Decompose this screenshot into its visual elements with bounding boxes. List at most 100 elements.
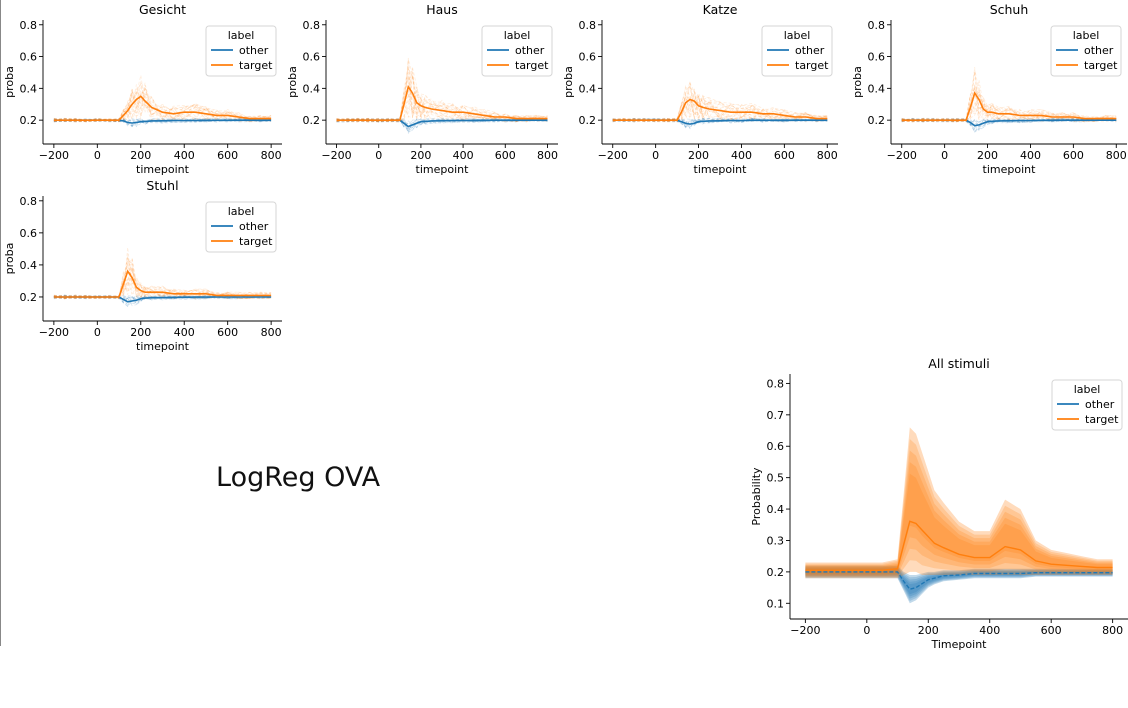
trace-target [336,59,548,123]
legend-box [205,25,277,77]
trace-other [612,117,828,129]
x-axis-label: timepoint [694,163,748,176]
y-tick-label: 0.8 [579,19,597,32]
y-tick-label: 0.4 [767,503,785,516]
subplot-title: Katze [703,2,738,17]
trace-target [53,279,272,300]
legend-label-other: other [239,220,269,233]
trace-target [901,85,1117,123]
trace-target [901,84,1117,123]
trace-other [612,117,828,130]
x-tick-label: 400 [174,326,195,339]
trace-target [336,57,548,123]
trace-target [901,88,1117,122]
trace-target [336,67,548,123]
y-tick-label: 0.4 [303,82,321,95]
trace-target [901,67,1117,123]
legend-label-other: other [515,44,545,57]
trace-other [336,118,548,130]
trace-target [53,258,272,299]
x-tick-label: 800 [1102,624,1123,637]
x-tick-label: 800 [261,149,282,162]
trace-other [336,117,548,128]
series-line-target [53,269,272,298]
y-tick-label: 0.8 [20,195,38,208]
subplot-haus: −200 0 200 400 600 800 0.2 0.4 0.6 0.8 Haus timepoi… [286,2,558,176]
trace-target [53,88,272,123]
legend: label other target [1050,25,1122,77]
trace-other [53,117,272,127]
trace-other [53,118,272,125]
trace-target [612,85,828,123]
x-tick-label: −200 [598,149,628,162]
legend-box [481,25,553,77]
x-tick-label: 600 [1063,149,1084,162]
y-tick-label: 0.6 [20,227,38,240]
y-axis-label: proba [286,66,299,98]
x-tick-label: 0 [941,149,948,162]
trace-target [612,80,828,123]
legend-label-other: other [795,44,825,57]
series-line-target [336,84,548,121]
subplot-title: Stuhl [146,178,178,193]
x-tick-label: 600 [774,149,795,162]
band-inner-target [805,439,1113,577]
trace-other [901,118,1117,128]
subplot-title: Schuh [990,2,1029,17]
trace-target [336,100,548,123]
trace-target [612,95,828,123]
trace-target [53,263,272,300]
trace-target [53,266,272,300]
y-axis-label: proba [562,66,575,98]
left-border [0,0,1,646]
trace-other [53,117,272,126]
legend-label-other: other [1085,398,1115,411]
trace-target [53,88,272,122]
plot-area [336,57,548,135]
plot-area [53,75,272,128]
series-line-target [612,98,828,121]
y-tick-label: 0.8 [20,19,38,32]
plot-area [612,80,828,130]
trace-target [612,87,828,123]
trace-target [53,257,272,300]
trace-target [612,91,828,123]
x-tick-label: 800 [1106,149,1127,162]
trace-other [901,118,1117,127]
x-tick-label: 600 [217,149,238,162]
x-tick-label: 400 [979,624,1000,637]
trace-other [612,118,828,125]
trace-target [336,91,548,123]
trace-other [53,117,272,127]
y-tick-label: 0.2 [303,114,321,127]
x-tick-label: −200 [39,326,69,339]
band-other [805,565,1113,604]
y-tick-label: 0.2 [579,114,597,127]
trace-target [612,80,828,122]
legend: label other target [205,25,277,77]
y-tick-label: 0.1 [767,597,785,610]
x-tick-label: 800 [261,326,282,339]
trace-other [901,117,1117,133]
legend-label-other: other [239,44,269,57]
x-tick-label: 400 [1020,149,1041,162]
trace-target [612,94,828,123]
legend-box [205,201,277,253]
trace-other [336,118,548,135]
series-line-other [805,571,1113,590]
x-tick-label: 0 [375,149,382,162]
legend: label other target [761,25,833,77]
plot-area [901,67,1117,134]
subplot-schuh: −200 0 200 400 600 800 0.2 0.4 0.6 0.8 Schuh timepo… [851,2,1127,176]
trace-other [612,117,828,128]
trace-target [612,95,828,122]
subplot-title: All stimuli [928,356,989,371]
band-inner-other [805,567,1113,599]
trace-other [901,117,1117,131]
x-tick-label: −200 [790,624,820,637]
y-tick-label: 0.6 [20,51,38,64]
y-tick-label: 0.4 [20,82,38,95]
trace-target [612,91,828,123]
x-tick-label: −200 [321,149,351,162]
